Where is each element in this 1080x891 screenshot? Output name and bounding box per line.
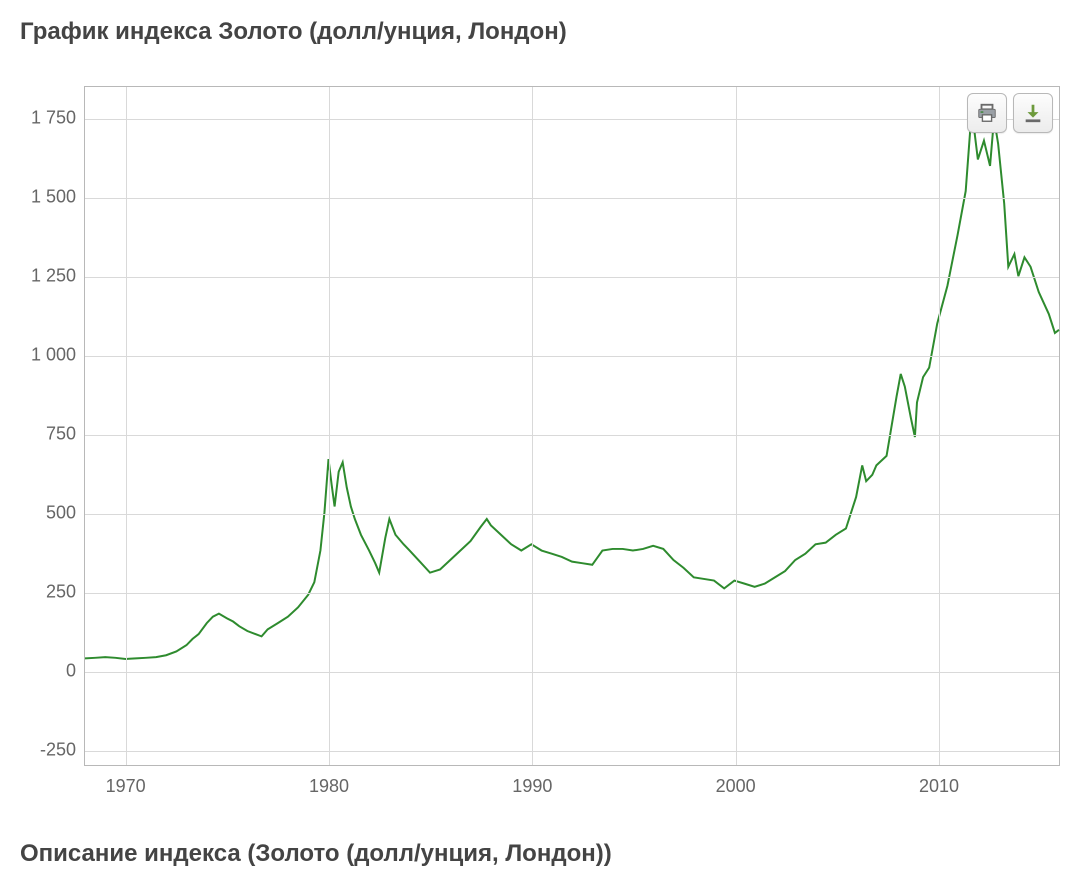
gridline-vertical	[329, 87, 330, 765]
y-axis-label: 250	[20, 582, 76, 603]
gridline-horizontal	[85, 672, 1059, 673]
gridline-horizontal	[85, 198, 1059, 199]
print-icon	[976, 102, 998, 124]
gridline-vertical	[939, 87, 940, 765]
print-button[interactable]	[967, 93, 1007, 133]
gridline-horizontal	[85, 119, 1059, 120]
download-button[interactable]	[1013, 93, 1053, 133]
x-axis-label: 1980	[309, 776, 349, 797]
chart-plot-area: 19701980199020002010	[84, 86, 1060, 766]
y-axis-label: -250	[20, 740, 76, 761]
price-series-line	[85, 109, 1059, 659]
chart-line-svg	[85, 87, 1059, 765]
gridline-vertical	[126, 87, 127, 765]
x-axis-label: 2010	[919, 776, 959, 797]
chart-toolbar	[967, 93, 1053, 133]
gridline-horizontal	[85, 514, 1059, 515]
x-axis-label: 1990	[512, 776, 552, 797]
gridline-horizontal	[85, 277, 1059, 278]
y-axis-label: 500	[20, 502, 76, 523]
y-axis-label: 1 500	[20, 186, 76, 207]
y-axis-label: 1 000	[20, 344, 76, 365]
chart-container: 19701980199020002010 -25002505007501 000…	[20, 86, 1060, 796]
download-icon	[1022, 102, 1044, 124]
page-title: График индекса Золото (долл/унция, Лондо…	[0, 0, 1080, 56]
gridline-horizontal	[85, 435, 1059, 436]
y-axis-label: 750	[20, 423, 76, 444]
footer-title: Описание индекса (Золото (долл/унция, Ло…	[0, 806, 1080, 868]
gridline-horizontal	[85, 593, 1059, 594]
x-axis-label: 1970	[106, 776, 146, 797]
gridline-vertical	[532, 87, 533, 765]
y-axis-label: 1 250	[20, 265, 76, 286]
gridline-horizontal	[85, 356, 1059, 357]
x-axis-label: 2000	[716, 776, 756, 797]
y-axis-label: 1 750	[20, 107, 76, 128]
gridline-vertical	[736, 87, 737, 765]
gridline-horizontal	[85, 751, 1059, 752]
y-axis-label: 0	[20, 661, 76, 682]
